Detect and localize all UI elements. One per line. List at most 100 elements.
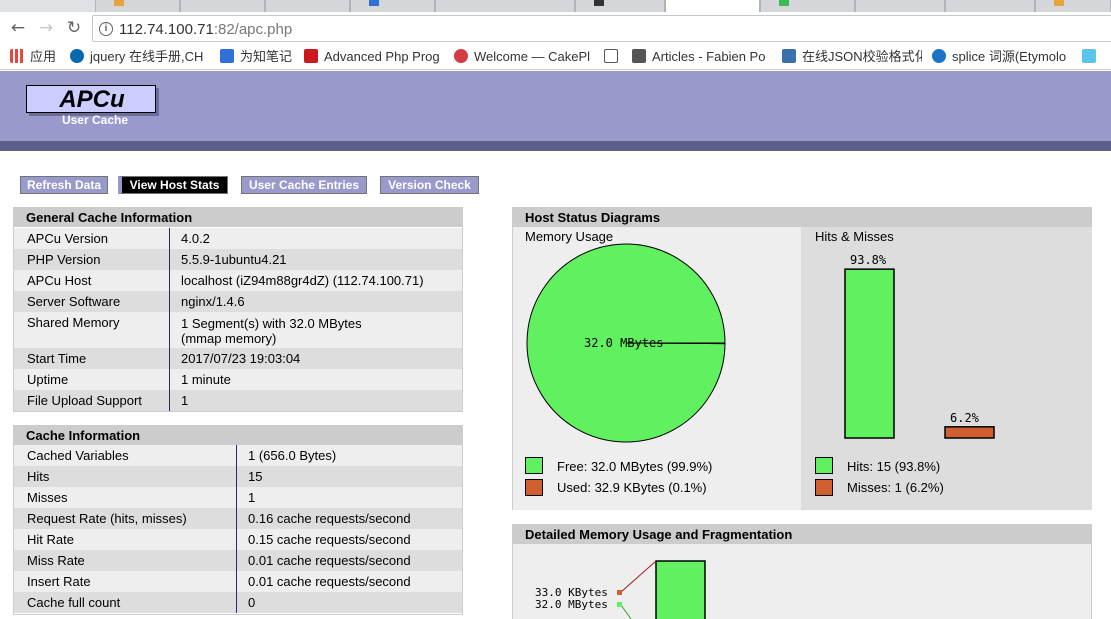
bookmark-label: 为知笔记 xyxy=(240,49,293,64)
apcu-logo: APCu xyxy=(26,85,156,113)
youtube-icon xyxy=(304,49,318,63)
bookmark-fabien[interactable]: Articles - Fabien Po xyxy=(632,48,772,66)
tab-favicon-icon xyxy=(594,0,604,6)
browser-tab[interactable] xyxy=(180,0,265,12)
tab-favicon-icon xyxy=(114,0,124,6)
browser-tab[interactable] xyxy=(435,0,575,12)
bar-label-misses: 6.2% xyxy=(950,411,980,425)
table-row: Cache full count 0 xyxy=(14,592,462,613)
table-row: Start Time 2017/07/23 19:03:04 xyxy=(14,348,462,369)
back-arrow-icon[interactable]: ← xyxy=(10,18,26,38)
table-row: Uptime 1 minute xyxy=(14,369,462,390)
bookmark-etymology[interactable]: splice 词源(Etymolo xyxy=(932,48,1072,66)
bookmark-label: splice 词源(Etymolo xyxy=(952,49,1067,64)
bookmark-page[interactable] xyxy=(604,48,626,66)
table-row: File Upload Support 1 xyxy=(14,390,462,411)
row-value: 1 minute xyxy=(181,372,231,387)
apc-header: APCu User Cache xyxy=(0,71,1111,141)
address-url[interactable]: 112.74.100.71:82/apc.php xyxy=(119,21,292,38)
general-cache-title: General Cache Information xyxy=(14,208,462,227)
page-content: APCu User Cache Refresh Data View Host S… xyxy=(0,71,1111,619)
browser-tab[interactable] xyxy=(265,0,350,12)
user-cache-entries-button[interactable]: User Cache Entries xyxy=(241,176,367,194)
detailed-memory-usage: Detailed Memory Usage and Fragmentation … xyxy=(512,524,1092,619)
row-value: localhost (iZ94m88gr4dZ) (112.74.100.71) xyxy=(181,273,424,288)
row-key: Uptime xyxy=(27,372,69,387)
cakephp-icon xyxy=(454,49,468,63)
row-key: Server Software xyxy=(27,294,121,309)
row-key: APCu Version xyxy=(27,231,108,246)
table-row: Cached Variables 1 (656.0 Bytes) xyxy=(14,445,462,466)
bar-label-hits: 93.8% xyxy=(850,253,887,267)
hits-misses-bar-chart: 93.8% 6.2% xyxy=(844,253,995,439)
pie-slice-used xyxy=(625,342,726,345)
used-legend-swatch xyxy=(525,479,543,496)
table-row: APCu Version 4.0.2 xyxy=(14,228,462,249)
row-key: Cached Variables xyxy=(27,448,129,463)
table-row: Misses 1 xyxy=(14,487,462,508)
row-key: Shared Memory xyxy=(27,315,120,330)
row-value: 4.0.2 xyxy=(181,231,210,246)
bookmark-advanced-php[interactable]: Advanced Php Prog xyxy=(304,48,444,66)
bookmark-json[interactable]: 在线JSON校验格式化 xyxy=(782,48,922,66)
used-marker xyxy=(617,590,622,595)
bookmark-cakephp[interactable]: Welcome — CakePl xyxy=(454,48,594,66)
bookmark-apps[interactable]: 应用 xyxy=(10,48,68,66)
refresh-data-button[interactable]: Refresh Data xyxy=(20,176,108,194)
browser-tab-active[interactable] xyxy=(665,0,760,12)
row-key: File Upload Support xyxy=(27,393,142,408)
tab-favicon-icon xyxy=(779,0,789,6)
hits-misses-panel: Hits & Misses 93.8% 6.2% Hits: 15 (93.8%)… xyxy=(803,227,1092,510)
cache-info-title: Cache Information xyxy=(14,426,462,445)
row-key: APCu Host xyxy=(27,273,92,288)
row-key: Start Time xyxy=(27,351,87,366)
row-value: 1 (656.0 Bytes) xyxy=(248,448,337,463)
free-legend-swatch xyxy=(525,457,543,474)
column-divider xyxy=(169,312,170,348)
row-value: 0.01 cache requests/second xyxy=(248,574,411,589)
row-key: PHP Version xyxy=(27,252,101,267)
forward-arrow-icon[interactable]: → xyxy=(38,18,54,38)
reload-icon[interactable]: ↻ xyxy=(66,18,82,38)
shared-memory-type: (mmap memory) xyxy=(181,331,277,346)
browser-tab[interactable] xyxy=(760,0,855,12)
url-path: :82/apc.php xyxy=(213,21,293,38)
browser-tab[interactable] xyxy=(945,0,1035,12)
browser-tab[interactable] xyxy=(350,0,435,12)
url-host: 112.74.100.71 xyxy=(119,21,214,38)
misses-legend-swatch xyxy=(815,479,833,496)
bookmark-d[interactable] xyxy=(1082,48,1104,66)
address-bar[interactable]: i 112.74.100.71:82/apc.php xyxy=(92,15,1111,42)
table-row: Server Software nginx/1.4.6 xyxy=(14,291,462,312)
logo-text: APCu xyxy=(59,86,125,113)
hits-legend-swatch xyxy=(815,457,833,474)
browser-tab[interactable] xyxy=(95,0,180,12)
column-divider xyxy=(169,348,170,369)
bar-hits xyxy=(844,268,895,439)
bookmark-wiznote[interactable]: 为知笔记 xyxy=(220,48,300,66)
row-value: nginx/1.4.6 xyxy=(181,294,245,309)
view-host-stats-button[interactable]: View Host Stats xyxy=(118,176,228,194)
browser-tab[interactable] xyxy=(575,0,665,12)
column-divider xyxy=(236,445,237,466)
pie-label: 32.0 MBytes xyxy=(584,336,663,350)
misses-legend-label: Misses: 1 (6.2%) xyxy=(847,480,944,495)
used-legend-label: Used: 32.9 KBytes (0.1%) xyxy=(557,480,707,495)
column-divider xyxy=(236,487,237,508)
json-icon xyxy=(782,49,796,63)
tab-favicon-icon xyxy=(369,0,379,6)
site-info-icon[interactable]: i xyxy=(99,22,113,36)
browser-tab[interactable] xyxy=(1035,0,1111,12)
table-row: PHP Version 5.5.9-1ubuntu4.21 xyxy=(14,249,462,270)
bar-misses xyxy=(944,426,995,439)
row-value: 2017/07/23 19:03:04 xyxy=(181,351,301,366)
browser-tab[interactable] xyxy=(855,0,945,12)
row-value: 15 xyxy=(248,469,263,484)
version-check-button[interactable]: Version Check xyxy=(380,176,479,194)
used-size-label: 33.0 KBytes xyxy=(535,586,608,599)
page-icon xyxy=(604,49,618,63)
etymology-icon xyxy=(932,49,946,63)
free-legend-label: Free: 32.0 MBytes (99.9%) xyxy=(557,459,713,474)
bookmark-jquery[interactable]: jquery 在线手册,CH xyxy=(70,48,210,66)
